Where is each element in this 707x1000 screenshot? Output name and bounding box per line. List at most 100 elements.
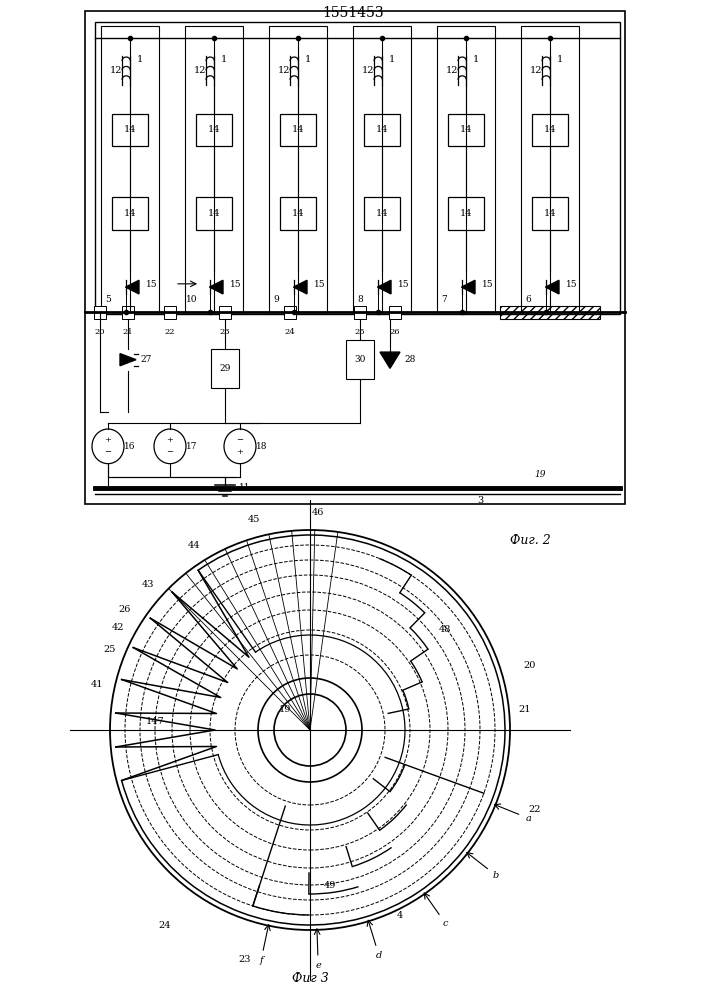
Text: 18: 18 xyxy=(256,442,268,451)
Text: 1: 1 xyxy=(389,55,395,64)
Bar xyxy=(164,306,176,318)
Text: 8: 8 xyxy=(357,294,363,304)
Text: 19: 19 xyxy=(279,706,291,714)
Text: 17: 17 xyxy=(186,442,198,451)
Text: 14: 14 xyxy=(208,209,221,218)
Bar xyxy=(211,349,239,388)
Text: 12: 12 xyxy=(362,66,374,75)
Text: 48: 48 xyxy=(439,626,451,635)
Bar xyxy=(85,11,625,504)
Bar xyxy=(532,114,568,146)
Text: 12: 12 xyxy=(445,66,458,75)
Text: Фиг. 2: Фиг. 2 xyxy=(510,534,550,546)
Text: 15: 15 xyxy=(314,280,326,289)
Text: 1551453: 1551453 xyxy=(322,6,384,20)
Bar xyxy=(354,306,366,318)
Text: 21: 21 xyxy=(519,706,531,714)
Text: 12: 12 xyxy=(530,66,542,75)
Circle shape xyxy=(92,429,124,464)
Bar xyxy=(500,306,600,318)
Text: 16: 16 xyxy=(124,442,136,451)
Text: 30: 30 xyxy=(354,355,366,364)
Text: 28: 28 xyxy=(404,355,416,364)
Text: 29: 29 xyxy=(219,364,230,373)
Text: 5: 5 xyxy=(105,294,111,304)
Polygon shape xyxy=(293,280,307,294)
Text: 20: 20 xyxy=(524,660,536,670)
Text: 3: 3 xyxy=(477,496,483,505)
Bar xyxy=(280,114,316,146)
Text: 10: 10 xyxy=(186,294,198,304)
Text: 14: 14 xyxy=(124,125,136,134)
Text: 44: 44 xyxy=(188,541,201,550)
Text: 1: 1 xyxy=(137,55,143,64)
Text: 25: 25 xyxy=(355,328,366,336)
Text: 42: 42 xyxy=(111,623,124,632)
Text: +: + xyxy=(105,436,112,444)
Text: 15: 15 xyxy=(230,280,242,289)
Text: 11: 11 xyxy=(239,483,251,492)
Text: +: + xyxy=(167,436,173,444)
Text: −: − xyxy=(237,436,243,444)
Text: 26: 26 xyxy=(390,328,400,336)
Text: 41: 41 xyxy=(90,680,103,689)
Bar xyxy=(94,306,106,318)
Text: 14: 14 xyxy=(375,125,388,134)
Bar xyxy=(122,306,134,318)
Polygon shape xyxy=(378,280,391,294)
Bar xyxy=(284,306,296,318)
Bar xyxy=(353,26,411,312)
Text: 147: 147 xyxy=(146,718,164,726)
Text: 1: 1 xyxy=(557,55,563,64)
Bar xyxy=(95,22,620,314)
Bar xyxy=(196,197,232,230)
Text: 15: 15 xyxy=(566,280,578,289)
Polygon shape xyxy=(380,352,400,368)
Text: 19: 19 xyxy=(534,470,546,479)
Text: 14: 14 xyxy=(292,125,304,134)
Bar xyxy=(219,306,231,318)
Text: 6: 6 xyxy=(525,294,531,304)
Text: 15: 15 xyxy=(146,280,158,289)
Text: −: − xyxy=(105,448,112,456)
Text: 14: 14 xyxy=(544,209,556,218)
Text: 43: 43 xyxy=(141,580,154,589)
Text: b: b xyxy=(493,871,499,880)
Bar xyxy=(521,26,579,312)
Text: f: f xyxy=(259,956,263,965)
Circle shape xyxy=(224,429,256,464)
Text: 24: 24 xyxy=(159,920,171,930)
Text: 46: 46 xyxy=(311,508,324,517)
Polygon shape xyxy=(120,354,136,366)
Text: 20: 20 xyxy=(95,328,105,336)
Bar xyxy=(112,114,148,146)
Bar xyxy=(112,197,148,230)
Bar xyxy=(346,340,374,379)
Text: 12: 12 xyxy=(278,66,291,75)
Text: 14: 14 xyxy=(460,209,472,218)
Text: 21: 21 xyxy=(123,328,134,336)
Bar xyxy=(389,306,401,318)
Polygon shape xyxy=(126,280,139,294)
Text: 27: 27 xyxy=(140,355,152,364)
Text: 49: 49 xyxy=(324,880,337,890)
Bar xyxy=(364,197,400,230)
Bar xyxy=(448,197,484,230)
Text: 12: 12 xyxy=(110,66,122,75)
Text: 1: 1 xyxy=(221,55,227,64)
Bar xyxy=(437,26,495,312)
Text: 15: 15 xyxy=(482,280,493,289)
Text: 14: 14 xyxy=(544,125,556,134)
Text: 22: 22 xyxy=(165,328,175,336)
Text: e: e xyxy=(315,961,321,970)
Bar xyxy=(364,114,400,146)
Text: 14: 14 xyxy=(208,125,221,134)
Text: 45: 45 xyxy=(247,515,259,524)
Polygon shape xyxy=(462,280,475,294)
Text: 9: 9 xyxy=(273,294,279,304)
Text: d: d xyxy=(376,951,382,960)
Bar xyxy=(185,26,243,312)
Polygon shape xyxy=(209,280,223,294)
Text: −: − xyxy=(167,448,173,456)
Text: 12: 12 xyxy=(194,66,206,75)
